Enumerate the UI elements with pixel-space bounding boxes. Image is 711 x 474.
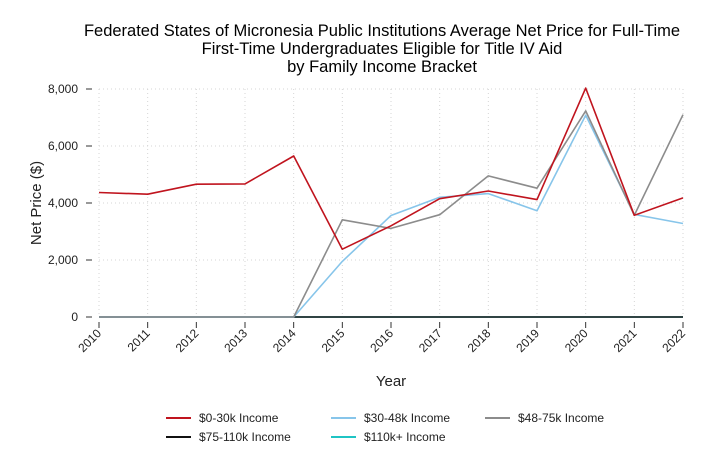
x-tick-label: 2016 [367, 326, 396, 355]
y-tick-label: 4,000 [48, 196, 78, 210]
legend-label: $30-48k Income [364, 411, 450, 425]
chart-title: Federated States of Micronesia Public In… [84, 22, 680, 76]
series-line-1 [98, 87, 684, 250]
chart-title-line-1: Federated States of Micronesia Public In… [84, 22, 680, 40]
x-tick-label: 2019 [513, 326, 542, 355]
legend-label: $110k+ Income [364, 430, 446, 444]
legend-item-2: $30-48k Income [331, 411, 450, 425]
legend-item-4: $75-110k Income [166, 430, 291, 444]
legend-label: $48-75k Income [518, 411, 604, 425]
x-axis-ticks: 2010 2011 2012 2013 2014 2015 2016 2017 2018 2019… [75, 322, 688, 355]
y-tick-label: 2,000 [48, 253, 78, 267]
x-tick-label: 2018 [465, 326, 494, 355]
x-tick-label: 2021 [611, 326, 640, 355]
x-tick-label: 2022 [659, 326, 688, 355]
x-axis-label: Year [376, 373, 406, 390]
x-tick-label: 2014 [270, 326, 299, 355]
y-tick-label: 8,000 [48, 82, 78, 96]
y-tick-label: 6,000 [48, 139, 78, 153]
legend-label: $0-30k Income [199, 411, 279, 425]
x-tick-label: 2015 [319, 326, 348, 355]
x-tick-label: 2011 [125, 326, 153, 354]
x-tick-label: 2013 [221, 326, 250, 355]
x-tick-label: 2012 [173, 326, 202, 355]
chart-title-line-2: First-Time Undergraduates Eligible for T… [202, 40, 563, 58]
legend-item-5: $110k+ Income [331, 430, 446, 444]
legend-item-1: $0-30k Income [166, 411, 279, 425]
series-line-3 [99, 110, 684, 318]
x-tick-label: 2017 [416, 326, 445, 355]
legend-label: $75-110k Income [199, 430, 291, 444]
series-lines [98, 87, 684, 318]
gridlines [98, 88, 684, 318]
legend: $0-30k Income $30-48k Income $48-75k Incom… [166, 411, 604, 444]
y-axis-ticks: 0 2,000 4,000 6,000 8,000 [48, 82, 92, 324]
x-tick-label: 2020 [562, 326, 591, 355]
y-tick-label: 0 [71, 310, 78, 324]
chart-title-line-3: by Family Income Bracket [287, 58, 477, 76]
x-tick-label: 2010 [75, 326, 104, 355]
legend-item-3: $48-75k Income [485, 411, 604, 425]
y-axis-label: Net Price ($) [28, 161, 45, 245]
